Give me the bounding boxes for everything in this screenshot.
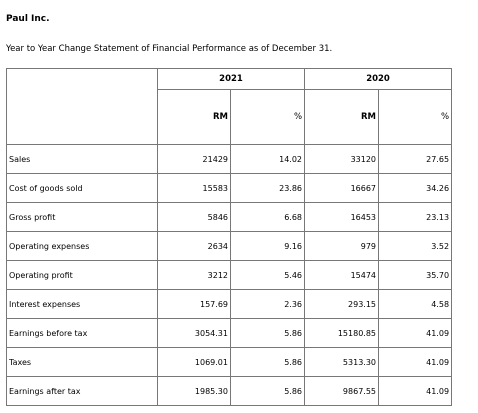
row-label: Sales — [6, 144, 158, 174]
row-label: Cost of goods sold — [6, 173, 158, 203]
unit-header-pct-2020: % — [378, 89, 453, 145]
table-row: Taxes 1069.01 5.86 5313.30 41.09 — [6, 347, 453, 377]
unit-header-pct-2021: % — [229, 89, 306, 145]
value-rm-2021: 3212 — [157, 260, 231, 290]
unit-header-row: RM % RM % — [7, 89, 453, 145]
value-rm-2021: 3054.31 — [157, 318, 231, 348]
unit-header-rm-2020: RM — [304, 89, 380, 145]
statement-subtitle: Year to Year Change Statement of Financi… — [6, 44, 333, 54]
unit-header-rm-2021: RM — [157, 89, 231, 145]
value-pct-2021: 14.02 — [229, 144, 306, 174]
row-label: Operating profit — [6, 260, 158, 290]
table-row: Operating profit 3212 5.46 15474 35.70 — [6, 260, 453, 290]
value-rm-2021: 157.69 — [157, 289, 231, 319]
value-pct-2021: 6.68 — [229, 202, 306, 232]
financial-performance-table: 2021 2020 RM % RM % Sales 21429 14.02 33… — [6, 68, 453, 406]
value-pct-2021: 9.16 — [229, 231, 306, 261]
table-row: Interest expenses 157.69 2.36 293.15 4.5… — [6, 289, 453, 319]
value-pct-2020: 27.65 — [378, 144, 453, 174]
value-pct-2020: 35.70 — [378, 260, 453, 290]
year-header-2021: 2021 — [156, 68, 306, 90]
value-pct-2021: 2.36 — [229, 289, 306, 319]
row-label: Interest expenses — [6, 289, 158, 319]
row-label: Taxes — [6, 347, 158, 377]
row-label: Gross profit — [6, 202, 158, 232]
value-pct-2021: 5.46 — [229, 260, 306, 290]
value-pct-2020: 23.13 — [378, 202, 453, 232]
value-rm-2020: 15180.85 — [304, 318, 380, 348]
value-rm-2021: 2634 — [157, 231, 231, 261]
value-rm-2020: 5313.30 — [304, 347, 380, 377]
value-pct-2021: 5.86 — [229, 347, 306, 377]
table-row: Earnings after tax 1985.30 5.86 9867.55 … — [6, 376, 453, 406]
value-pct-2021: 5.86 — [229, 376, 306, 406]
row-label: Earnings before tax — [6, 318, 158, 348]
table-row: Gross profit 5846 6.68 16453 23.13 — [6, 202, 453, 232]
company-name: Paul Inc. — [6, 14, 50, 24]
value-rm-2020: 16667 — [304, 173, 380, 203]
value-pct-2020: 41.09 — [378, 376, 453, 406]
row-label: Operating expenses — [6, 231, 158, 261]
value-rm-2020: 16453 — [304, 202, 380, 232]
value-rm-2021: 21429 — [157, 144, 231, 174]
table-row: Sales 21429 14.02 33120 27.65 — [6, 144, 453, 174]
value-rm-2021: 1985.30 — [157, 376, 231, 406]
value-pct-2020: 4.58 — [378, 289, 453, 319]
value-pct-2020: 34.26 — [378, 173, 453, 203]
value-rm-2021: 15583 — [157, 173, 231, 203]
value-rm-2021: 5846 — [157, 202, 231, 232]
value-rm-2020: 979 — [304, 231, 380, 261]
table-row: Operating expenses 2634 9.16 979 3.52 — [6, 231, 453, 261]
value-pct-2021: 5.86 — [229, 318, 306, 348]
value-pct-2020: 41.09 — [378, 318, 453, 348]
value-pct-2021: 23.86 — [229, 173, 306, 203]
corner-cell — [6, 68, 158, 145]
value-rm-2021: 1069.01 — [157, 347, 231, 377]
row-label: Earnings after tax — [6, 376, 158, 406]
value-rm-2020: 15474 — [304, 260, 380, 290]
table-row: Earnings before tax 3054.31 5.86 15180.8… — [6, 318, 453, 348]
value-rm-2020: 9867.55 — [304, 376, 380, 406]
table-row: Cost of goods sold 15583 23.86 16667 34.… — [6, 173, 453, 203]
year-header-2020: 2020 — [304, 68, 453, 90]
value-rm-2020: 33120 — [304, 144, 380, 174]
year-header-row: 2021 2020 — [6, 68, 453, 145]
value-pct-2020: 41.09 — [378, 347, 453, 377]
value-rm-2020: 293.15 — [304, 289, 380, 319]
value-pct-2020: 3.52 — [378, 231, 453, 261]
